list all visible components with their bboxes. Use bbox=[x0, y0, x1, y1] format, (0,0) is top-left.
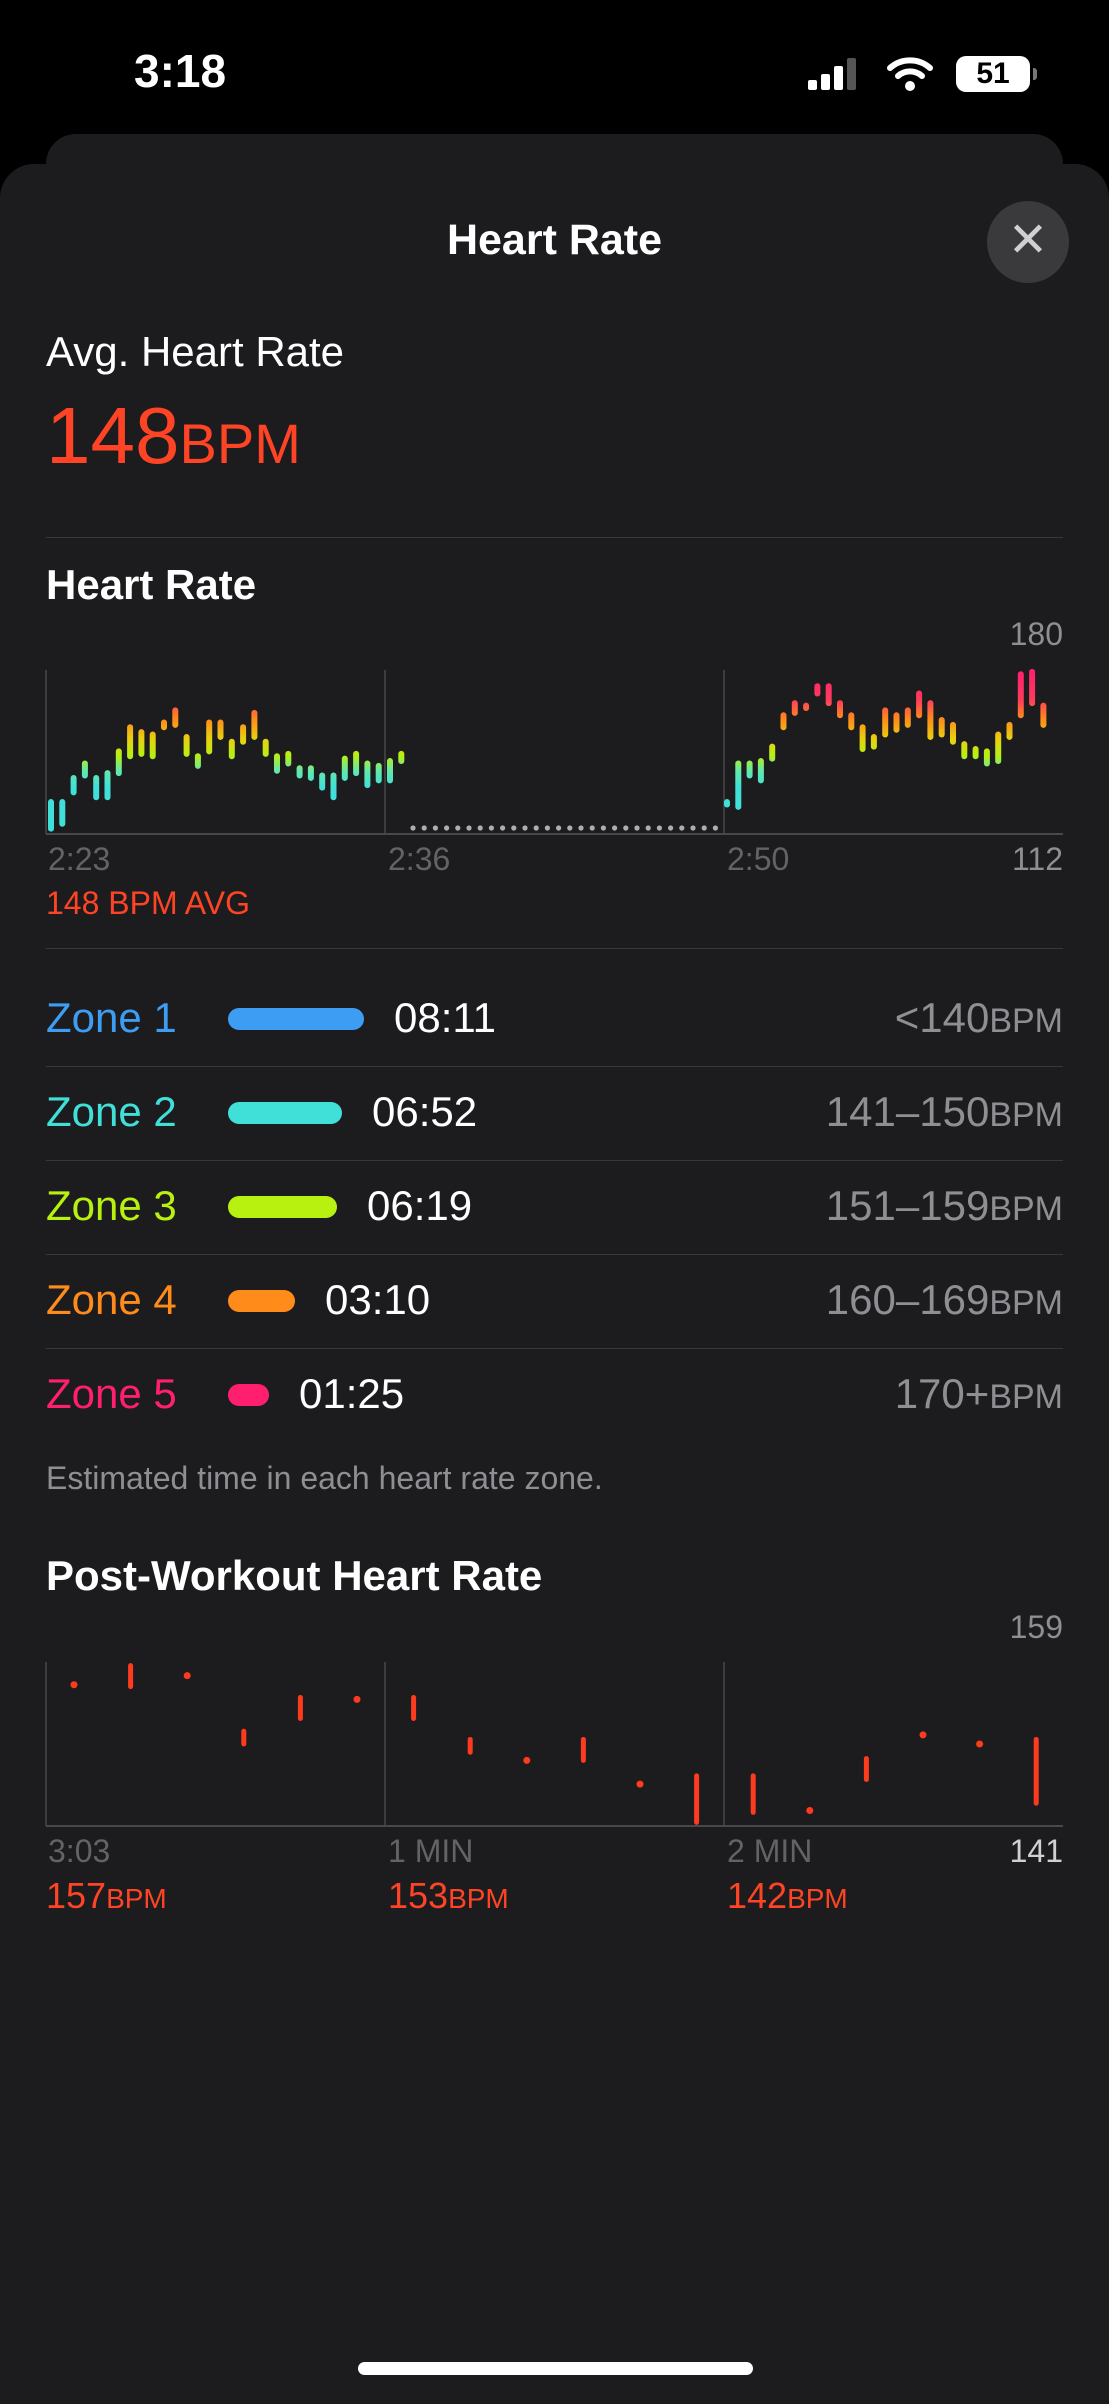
post-dot bbox=[523, 1756, 531, 1764]
divider bbox=[46, 1066, 1063, 1067]
no-data-dot bbox=[656, 825, 663, 831]
divider bbox=[46, 537, 1063, 538]
avg-value: 148 bbox=[46, 391, 180, 480]
zones-note: Estimated time in each heart rate zone. bbox=[46, 1460, 603, 1496]
avg-heart-rate-value: 148BPM bbox=[46, 390, 301, 482]
no-data-dot bbox=[500, 825, 506, 831]
heart-rate-heading: Heart Rate bbox=[46, 561, 257, 608]
no-data-dot bbox=[466, 825, 472, 831]
no-data-dot bbox=[567, 825, 573, 831]
post-workout-chart: 159 141 3:03 1 MIN 2 MIN 157BPM 153BPM 1… bbox=[45, 1609, 1063, 1916]
no-data-dot bbox=[668, 825, 674, 831]
cellular-signal-icon bbox=[808, 58, 858, 90]
zone-time: 03:10 bbox=[325, 1276, 431, 1323]
post-value-0: 157BPM bbox=[46, 1875, 167, 1916]
battery-icon: 51 bbox=[956, 56, 1037, 92]
home-indicator[interactable] bbox=[358, 2362, 753, 2375]
zone-name: Zone 3 bbox=[46, 1182, 177, 1229]
divider bbox=[46, 1160, 1063, 1161]
no-data-dot bbox=[477, 825, 483, 831]
avg-heart-rate-label: Avg. Heart Rate bbox=[46, 328, 345, 375]
zone-name: Zone 2 bbox=[46, 1088, 177, 1135]
close-icon: ✕ bbox=[1007, 214, 1049, 267]
zone-bar bbox=[228, 1384, 269, 1406]
no-data-dot bbox=[444, 825, 450, 831]
wifi-icon bbox=[887, 57, 933, 91]
zone-range: 141–150BPM bbox=[825, 1088, 1063, 1135]
y-max-label: 180 bbox=[1010, 616, 1063, 652]
post-dot bbox=[636, 1780, 644, 1788]
post-value-1: 153BPM bbox=[388, 1875, 509, 1916]
post-dot bbox=[70, 1681, 78, 1689]
zone-name: Zone 4 bbox=[46, 1276, 177, 1323]
zone-bar bbox=[228, 1196, 337, 1218]
post-value-2: 142BPM bbox=[727, 1875, 848, 1916]
zone-bar bbox=[228, 1102, 342, 1124]
no-data-dot bbox=[690, 825, 696, 831]
zone-bar bbox=[228, 1290, 295, 1312]
no-data-dot bbox=[634, 825, 640, 831]
y-max-label: 159 bbox=[1010, 1609, 1063, 1645]
divider bbox=[46, 948, 1063, 949]
no-data-dot bbox=[432, 825, 438, 831]
zone-row: Zone 1 08:11 <140BPM bbox=[46, 972, 1063, 1066]
avg-unit: BPM bbox=[179, 412, 301, 475]
x-label-0: 3:03 bbox=[48, 1833, 110, 1869]
no-data-dot bbox=[600, 825, 607, 831]
zone-bar bbox=[228, 1008, 364, 1030]
zone-row: Zone 5 01:25 170+BPM bbox=[46, 1348, 1063, 1442]
zone-range: 151–159BPM bbox=[825, 1182, 1063, 1229]
zone-name: Zone 1 bbox=[46, 994, 177, 1041]
zone-range: 160–169BPM bbox=[825, 1276, 1063, 1323]
no-data-dot bbox=[455, 825, 461, 831]
no-data-dot bbox=[712, 825, 719, 831]
close-button[interactable]: ✕ bbox=[987, 201, 1069, 283]
zone-row: Zone 4 03:10 160–169BPM bbox=[46, 1254, 1063, 1348]
zone-name: Zone 5 bbox=[46, 1370, 177, 1417]
zone-row: Zone 3 06:19 151–159BPM bbox=[46, 1160, 1063, 1254]
zone-time: 08:11 bbox=[394, 994, 496, 1041]
no-data-dot bbox=[410, 825, 416, 831]
no-data-dot bbox=[533, 825, 539, 831]
post-workout-heading: Post-Workout Heart Rate bbox=[46, 1552, 543, 1599]
zone-time: 06:19 bbox=[367, 1182, 473, 1229]
no-data-dot bbox=[679, 825, 685, 831]
divider bbox=[46, 1254, 1063, 1255]
post-dot bbox=[183, 1672, 191, 1680]
sheet-title: Heart Rate bbox=[446, 216, 663, 264]
no-data-dot bbox=[701, 825, 707, 831]
zone-time: 01:25 bbox=[299, 1370, 405, 1417]
x-label-0: 2:23 bbox=[48, 841, 110, 877]
no-data-dot bbox=[556, 825, 562, 831]
zone-time: 06:52 bbox=[372, 1088, 478, 1135]
heart-rate-chart: 180 112 2:23 2:36 2:50 148 BPM AVG bbox=[45, 616, 1063, 921]
post-dot bbox=[806, 1807, 814, 1815]
no-data-dot bbox=[511, 825, 517, 831]
no-data-dot bbox=[578, 825, 584, 831]
no-data-dot bbox=[421, 825, 427, 831]
x-label-2: 2 MIN bbox=[727, 1833, 812, 1869]
no-data-dot bbox=[522, 825, 528, 831]
divider bbox=[46, 1348, 1063, 1349]
status-time: 3:18 bbox=[134, 45, 227, 97]
no-data-dot bbox=[623, 825, 629, 831]
no-data-dot bbox=[544, 825, 551, 831]
zone-row: Zone 2 06:52 141–150BPM bbox=[46, 1066, 1063, 1160]
no-data-dot bbox=[488, 825, 494, 831]
x-label-2: 2:50 bbox=[727, 841, 789, 877]
zone-range: <140BPM bbox=[894, 994, 1063, 1041]
no-data-dot bbox=[645, 825, 651, 831]
y-min-label: 112 bbox=[1012, 841, 1063, 877]
y-min-label: 141 bbox=[1010, 1833, 1063, 1869]
no-data-dot bbox=[612, 825, 618, 831]
post-dot bbox=[353, 1695, 361, 1703]
x-label-1: 2:36 bbox=[388, 841, 450, 877]
post-dot bbox=[919, 1731, 927, 1739]
avg-bpm-label: 148 BPM AVG bbox=[46, 885, 250, 921]
no-data-dot bbox=[589, 825, 595, 831]
post-dot bbox=[976, 1740, 984, 1748]
zone-range: 170+BPM bbox=[894, 1370, 1063, 1417]
x-label-1: 1 MIN bbox=[388, 1833, 473, 1869]
